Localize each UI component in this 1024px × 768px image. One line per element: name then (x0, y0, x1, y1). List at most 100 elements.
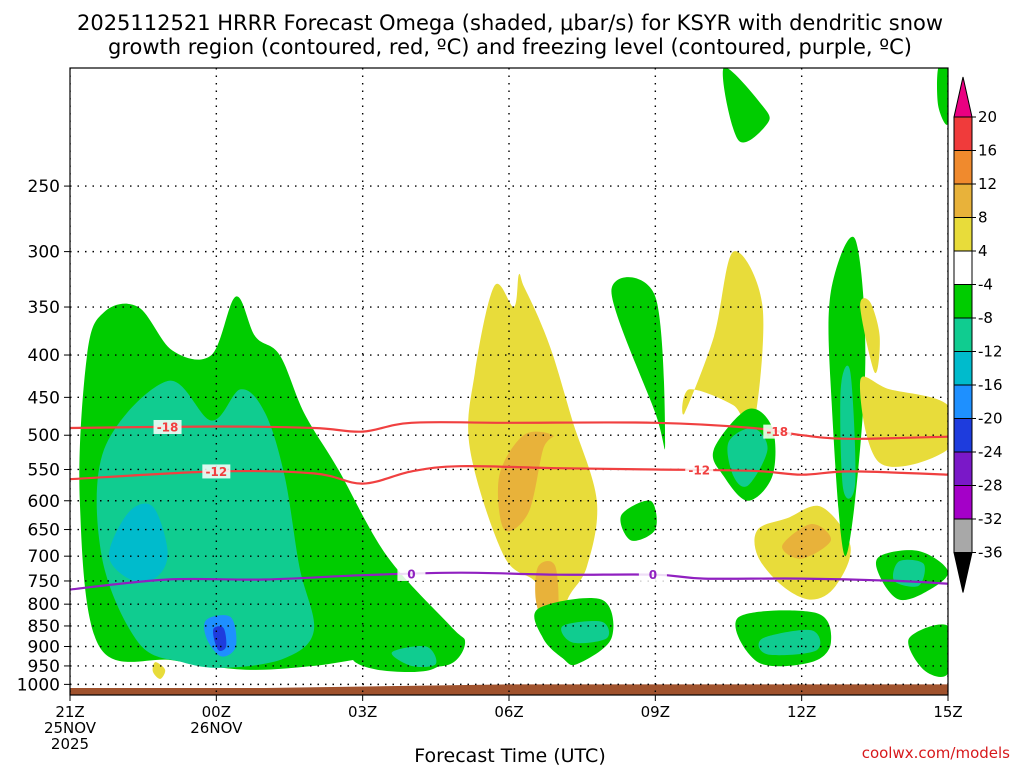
isotherm-contours: -18 -18 -12 -12 0 0 (70, 419, 948, 591)
colorbar-swatch-2 (953, 150, 973, 185)
omega-shading (79, 68, 948, 679)
isotherm-label-bg (638, 567, 667, 582)
omega-region-4 (212, 626, 227, 651)
isotherm-label-bg (763, 424, 792, 439)
colorbar-swatch-11 (953, 451, 973, 486)
y-tick-label-250: 250 (28, 177, 60, 197)
colorbar-swatch-9 (953, 384, 973, 419)
y-tick-label-400: 400 (28, 346, 60, 366)
title-line-2: growth region (contoured, red, ºC) and f… (108, 35, 912, 59)
x-tick-label-3-1: 26NOV (190, 719, 243, 737)
isotherm-label-0: 0 (407, 567, 415, 581)
y-tick-label-500: 500 (28, 426, 60, 446)
colorbar-label-4: 4 (978, 242, 988, 260)
colorbar-swatch-13 (953, 518, 973, 553)
omega-region-20 (758, 629, 821, 656)
isotherm-label--12: -12 (688, 464, 710, 478)
y-tick-label-850: 850 (28, 617, 60, 637)
ground-surface (70, 684, 948, 695)
omega-region-12 (611, 277, 666, 450)
colorbar-bottom-arrow (953, 552, 973, 593)
omega-region-18 (782, 523, 832, 559)
isotherm--12-line (70, 465, 948, 485)
x-tick-label-0-1: 25NOV (44, 719, 97, 737)
omega-region-30 (152, 662, 166, 679)
colorbar-label--4: -4 (978, 276, 993, 294)
x-tick-label-6-0: 03Z (348, 703, 377, 721)
omega-region-24 (859, 376, 948, 467)
x-tick-label-15-0: 12Z (787, 703, 816, 721)
colorbar-swatch-3 (953, 183, 973, 218)
colorbar-swatch-1 (953, 116, 973, 151)
x-tick-label-18-0: 15Z (933, 703, 962, 721)
colorbar-legend: 20 16 12 8 4 -4 -8 -12 -16 -20 -24 -28 -32 -36 (953, 76, 1003, 593)
isotherm-label--18: -18 (766, 425, 788, 439)
omega-region-14 (682, 251, 764, 433)
omega-region-11 (561, 620, 610, 644)
omega-region-23 (860, 298, 880, 374)
omega-region-16 (727, 427, 768, 487)
omega-region-2 (108, 503, 168, 583)
omega-region-1 (96, 380, 315, 668)
plot-area: -18 -18 -12 -12 0 0 (70, 68, 948, 695)
colorbar-swatch-10 (953, 418, 973, 453)
isotherm-label-bg (153, 419, 182, 434)
ground-fill (70, 684, 948, 695)
y-tick-label-900: 900 (28, 638, 60, 658)
y-tick-label-1000: 1000 (17, 675, 60, 695)
y-tick-label-450: 450 (28, 388, 60, 408)
y-tick-label-550: 550 (28, 460, 60, 480)
x-tick-label-12-0: 09Z (641, 703, 670, 721)
colorbar-swatch-12 (953, 485, 973, 520)
colorbar-label-20: 20 (978, 108, 997, 126)
isotherm-label-bg (202, 464, 231, 479)
omega-region-22 (840, 365, 856, 499)
colorbar-label-16: 16 (978, 142, 997, 160)
isotherm-label-bg (685, 463, 714, 478)
omega-region-13 (620, 500, 657, 541)
colorbar-label--28: -28 (978, 477, 1003, 495)
colorbar-label-8: 8 (978, 209, 988, 227)
colorbar-swatch-6 (953, 284, 973, 319)
y-tick-label-350: 350 (28, 298, 60, 318)
y-tick-label-600: 600 (28, 492, 60, 512)
x-tick-label-9-0: 06Z (494, 703, 523, 721)
omega-region-28 (722, 68, 770, 143)
colorbar-label--24: -24 (978, 443, 1003, 461)
colorbar-label--12: -12 (978, 343, 1003, 361)
colorbar-swatch-8 (953, 351, 973, 386)
y-axis-tick-labels: 250 300 350 400 450 500 550 600 650 700 750 8008509… (17, 177, 70, 695)
title-line-1: 2025112521 HRRR Forecast Omega (shaded, … (77, 11, 943, 35)
y-tick-label-750: 750 (28, 572, 60, 592)
colorbar-label--20: -20 (978, 410, 1003, 428)
colorbar-top-arrow (953, 76, 973, 118)
omega-region-29 (937, 68, 948, 125)
chart-title: 2025112521 HRRR Forecast Omega (shaded, … (77, 11, 943, 59)
credit-link[interactable]: coolwx.com/models (862, 744, 1010, 762)
isotherm--18-line (70, 421, 948, 440)
x-tick-label-0-2: 2025 (51, 735, 89, 753)
colorbar-label--32: -32 (978, 510, 1003, 528)
y-tick-label-700: 700 (28, 547, 60, 567)
x-tick-label-0-0: 21Z (55, 703, 84, 721)
x-axis-label: Forecast Time (UTC) (414, 745, 605, 767)
omega-region-8 (497, 431, 554, 532)
colorbar-label--16: -16 (978, 376, 1003, 394)
colorbar-label-12: 12 (978, 175, 997, 193)
colorbar-swatch-7 (953, 317, 973, 352)
isotherm-label--18: -18 (157, 420, 179, 434)
y-tick-label-800: 800 (28, 595, 60, 615)
colorbar-label--36: -36 (978, 544, 1003, 562)
isotherm-label-0: 0 (649, 568, 657, 582)
isotherm-label-bg (397, 566, 426, 581)
omega-region-6 (391, 646, 437, 668)
colorbar-label--8: -8 (978, 309, 993, 327)
isotherm-0-line (70, 571, 948, 591)
y-tick-label-300: 300 (28, 243, 60, 263)
omega-region-27 (908, 624, 948, 677)
x-tick-label-3-0: 00Z (202, 703, 231, 721)
y-tick-label-650: 650 (28, 521, 60, 541)
colorbar-swatch-4 (953, 217, 973, 252)
